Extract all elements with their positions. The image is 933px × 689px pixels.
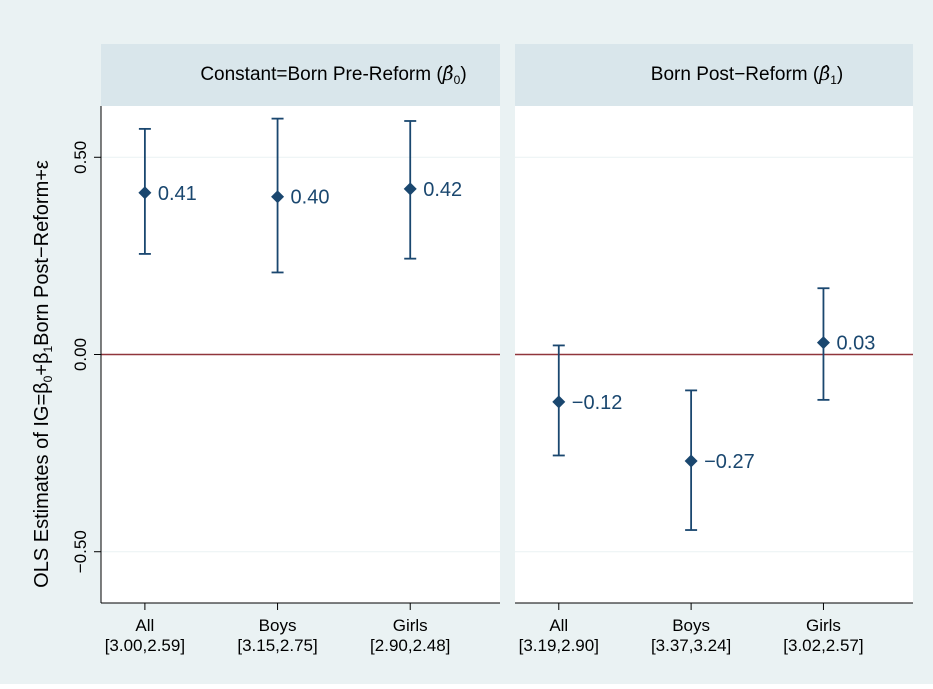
x-tick-sublabel: [3.00,2.59] bbox=[105, 636, 185, 655]
panel-title: Born Post−Reform (β̂1) bbox=[651, 63, 843, 87]
data-label: 0.41 bbox=[158, 183, 197, 205]
data-label: 0.42 bbox=[423, 179, 462, 201]
data-label: 0.03 bbox=[836, 333, 875, 355]
y-tick-label: −0.50 bbox=[71, 530, 90, 573]
y-axis-title: OLS Estimates of IG=β0+β1Born Post−Refor… bbox=[31, 160, 55, 588]
x-tick-label: All bbox=[135, 616, 154, 635]
y-tick-label: 0.50 bbox=[71, 141, 90, 174]
panel-header bbox=[101, 44, 500, 106]
y-tick-label: 0.00 bbox=[71, 338, 90, 371]
point-marker bbox=[403, 182, 417, 196]
point-marker bbox=[138, 186, 152, 200]
point-marker bbox=[552, 395, 566, 409]
x-tick-label: Boys bbox=[259, 616, 297, 635]
x-tick-label: Girls bbox=[393, 616, 428, 635]
point-marker bbox=[684, 454, 698, 468]
x-tick-sublabel: [3.19,2.90] bbox=[519, 636, 599, 655]
x-tick-sublabel: [3.15,2.75] bbox=[237, 636, 317, 655]
data-label: 0.40 bbox=[291, 187, 330, 209]
point-marker bbox=[816, 336, 830, 350]
panel-2: Born Post−Reform (β̂1) All[3.19,2.90] −0.1… bbox=[515, 44, 913, 655]
x-tick-sublabel: [2.90,2.48] bbox=[370, 636, 450, 655]
panel-header bbox=[515, 44, 913, 106]
x-tick-sublabel: [3.37,3.24] bbox=[651, 636, 731, 655]
x-tick-sublabel: [3.02,2.57] bbox=[783, 636, 863, 655]
x-tick-label: Girls bbox=[806, 616, 841, 635]
panel-title: Constant=Born Pre-Reform (β̂0) bbox=[200, 63, 466, 87]
data-label: −0.12 bbox=[572, 392, 623, 414]
x-tick-label: Boys bbox=[672, 616, 710, 635]
panel-1: Constant=Born Pre-Reform (β̂0) All[3.00,2… bbox=[71, 44, 500, 655]
x-tick-label: All bbox=[549, 616, 568, 635]
data-label: −0.27 bbox=[704, 451, 755, 473]
point-marker bbox=[271, 190, 285, 204]
